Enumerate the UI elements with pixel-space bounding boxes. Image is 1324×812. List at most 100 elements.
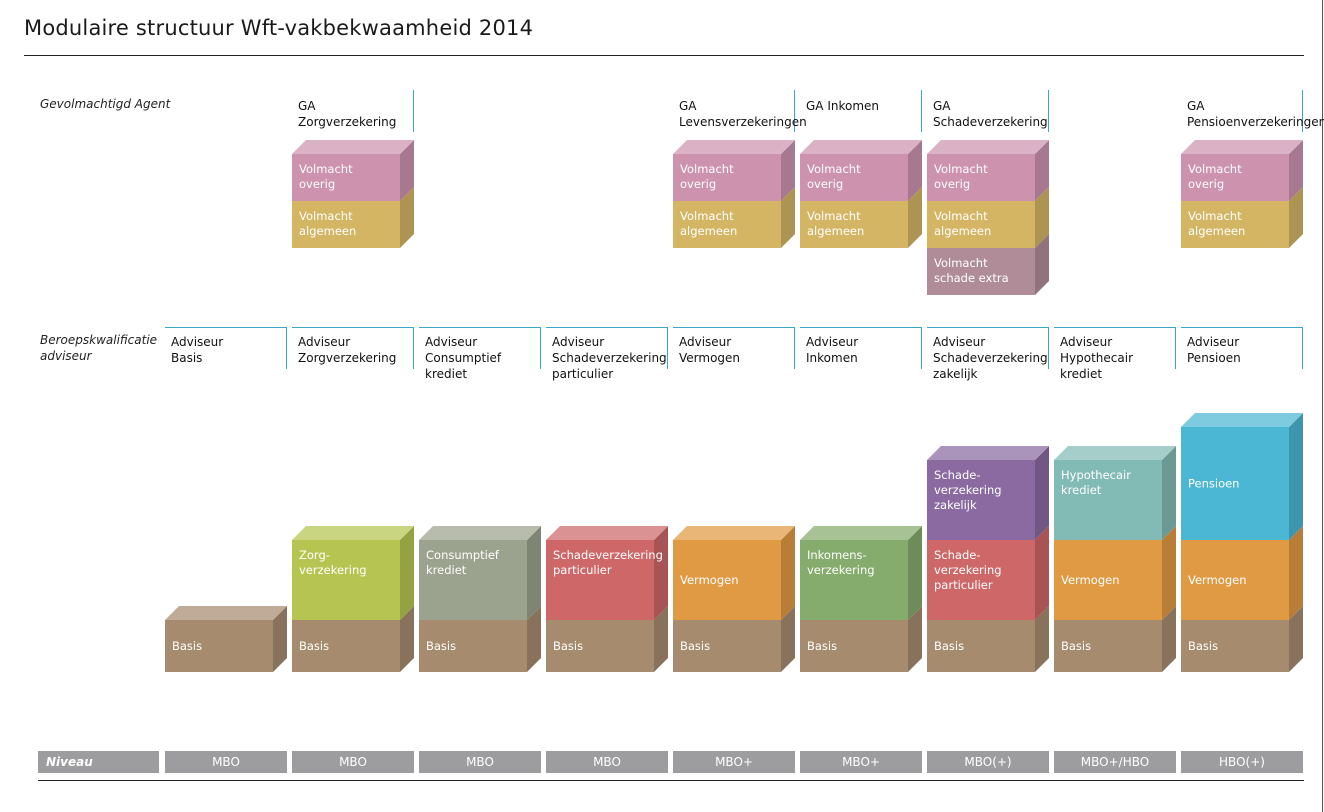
block-top (927, 140, 1049, 154)
adviseur-header: Adviseur Basis (165, 327, 287, 369)
block-front (927, 540, 1035, 620)
adviseur-header-line: Adviseur (1187, 335, 1240, 349)
adviseur-block: Pensioen (1181, 413, 1303, 540)
adviseur-block: Vermogen (1054, 526, 1176, 620)
niveau-level: HBO(+) (1181, 751, 1303, 773)
bottom-divider (38, 780, 1304, 781)
adviseur-header-line: Adviseur (298, 335, 351, 349)
block-label: krediet (426, 563, 467, 577)
block-side (654, 526, 668, 620)
block-label: algemeen (807, 224, 864, 238)
adviseur-block: Basis (292, 606, 414, 672)
ga-header-line: GA Schadeverzekering (933, 99, 1048, 129)
block-front (292, 620, 400, 672)
adviseur-block: Vermogen (673, 526, 795, 620)
block-label: Volmacht (1188, 162, 1242, 176)
adviseur-header-line: Hypothecair (1060, 351, 1133, 365)
block-label: schade extra (934, 271, 1009, 285)
block-label: algemeen (934, 224, 991, 238)
block-label: Vermogen (1061, 573, 1119, 587)
block-side (781, 140, 795, 201)
block-label: Basis (934, 639, 964, 653)
adviseur-block: Vermogen (1181, 526, 1303, 620)
block-side (1162, 606, 1176, 672)
block-label: algemeen (1188, 224, 1245, 238)
adviseur-header-line: Zorgverzekering (298, 351, 397, 365)
adviseur-header-line: Adviseur (552, 335, 605, 349)
block-side (1035, 526, 1049, 620)
adviseur-header-line: Pensioen (1187, 351, 1241, 365)
adviseur-header: Adviseur Vermogen (673, 327, 795, 369)
ga-header: GA Levensverzekeringen (673, 90, 807, 132)
block-label: overig (807, 177, 843, 191)
block-side (1289, 187, 1303, 248)
adviseur-header-line: Adviseur (1060, 335, 1113, 349)
block-label: particulier (934, 578, 993, 592)
page-title: Modulaire structuur Wft-vakbekwaamheid 2… (24, 16, 534, 40)
block-label: overig (680, 177, 716, 191)
ga-header-line: GA Inkomen (806, 99, 880, 113)
block-side (908, 606, 922, 672)
block-front (546, 540, 654, 620)
block-label: Basis (1188, 639, 1218, 653)
block-label: Volmacht (934, 209, 988, 223)
block-label: verzekering (807, 563, 875, 577)
block-side (400, 606, 414, 672)
adviseur-header: Adviseur Schadeverzekering zakelijk (927, 327, 1049, 381)
block-label: Volmacht (807, 209, 861, 223)
block-side (781, 187, 795, 248)
adviseur-block: Basis (1054, 606, 1176, 672)
block-label: Basis (426, 639, 456, 653)
block-front (1181, 540, 1289, 620)
block-side (1035, 234, 1049, 295)
block-side (527, 606, 541, 672)
block-top (927, 446, 1049, 460)
adviseur-block: Basis (673, 606, 795, 672)
block-label: overig (934, 177, 970, 191)
label-line: Beroepskwalificatie (40, 333, 158, 347)
adviseur-header-line: zakelijk (933, 367, 978, 381)
adviseur-block: Basis (419, 606, 541, 672)
block-side (1289, 526, 1303, 620)
adviseur-header-line: Adviseur (171, 335, 224, 349)
block-top (1054, 446, 1176, 460)
block-label: Basis (807, 639, 837, 653)
label-beroepskwalificatie: Beroepskwalificatie adviseur (40, 332, 157, 364)
block-front (673, 201, 781, 248)
block-top (1181, 413, 1303, 427)
block-side (1035, 187, 1049, 248)
block-front (800, 620, 908, 672)
adviseur-header-line: Inkomen (806, 351, 858, 365)
block-front (292, 154, 400, 201)
right-edge-line (1322, 0, 1323, 812)
adviseur-header-line: Adviseur (425, 335, 478, 349)
block-label: Basis (680, 639, 710, 653)
block-side (400, 187, 414, 248)
adviseur-header: Adviseur Hypothecair krediet (1054, 327, 1176, 381)
adviseur-block: Inkomens-verzekering (800, 526, 922, 620)
niveau-label: Niveau kwalificatie (38, 751, 159, 791)
block-side (400, 526, 414, 620)
block-label: Schadeverzekering (553, 548, 663, 562)
adviseur-header-line: Adviseur (806, 335, 859, 349)
block-top (546, 526, 668, 540)
block-label: Basis (553, 639, 583, 653)
adviseur-block: Basis (1181, 606, 1303, 672)
block-front (546, 620, 654, 672)
block-label: Basis (299, 639, 329, 653)
block-front (419, 540, 527, 620)
block-label: Volmacht (680, 162, 734, 176)
block-side (1035, 606, 1049, 672)
block-front (419, 620, 527, 672)
block-top (1181, 140, 1303, 154)
block-front (292, 201, 400, 248)
